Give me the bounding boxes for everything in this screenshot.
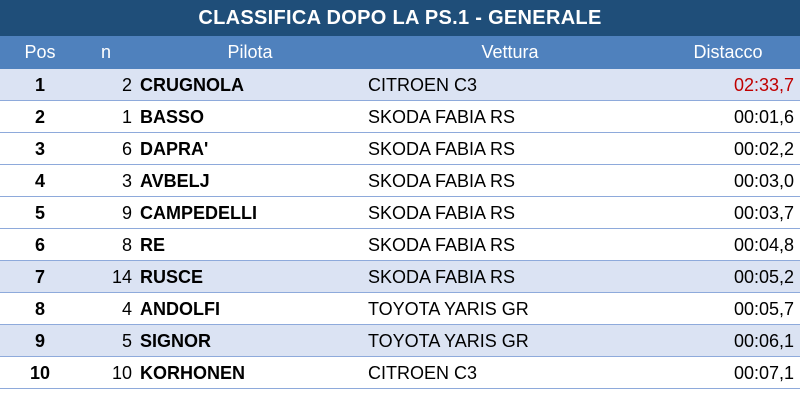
cell-car: SKODA FABIA RS [368,139,516,159]
cell-pos: 6 [34,235,45,255]
cell-number: 1 [121,107,132,127]
table-header: Pos n Pilota Vettura Distacco [0,36,800,69]
cell-car: SKODA FABIA RS [368,107,516,127]
cell-car: CITROEN C3 [368,75,478,95]
cell-pos: 8 [34,299,45,319]
cell-gap: 00:05,7 [733,299,794,319]
cell-number: 8 [121,235,132,255]
header-driver: Pilota [227,42,273,62]
cell-car: SKODA FABIA RS [368,267,516,287]
cell-gap: 00:07,1 [733,363,794,383]
table-row: 4 3 AVBELJ SKODA FABIA RS 00:03,0 [0,165,800,197]
cell-driver: SIGNOR [140,331,212,351]
cell-gap: 00:06,1 [733,331,794,351]
cell-pos: 9 [34,331,45,351]
cell-gap-leader: 02:33,7 [733,75,794,95]
cell-driver: KORHONEN [140,363,246,383]
table-row: 5 9 CAMPEDELLI SKODA FABIA RS 00:03,7 [0,197,800,229]
cell-driver: RUSCE [140,267,204,287]
cell-driver: RE [140,235,166,255]
header-gap: Distacco [693,42,763,62]
cell-car: SKODA FABIA RS [368,235,516,255]
cell-number: 5 [121,331,132,351]
cell-pos: 5 [34,203,45,223]
cell-car: TOYOTA YARIS GR [368,299,529,319]
cell-gap: 00:02,2 [733,139,794,159]
cell-pos: 4 [34,171,45,191]
cell-driver: DAPRA' [140,139,209,159]
header-car: Vettura [481,42,539,62]
standings-table: 1 2 CRUGNOLA CITROEN C3 02:33,7 2 1 BASS… [0,69,800,389]
cell-car: SKODA FABIA RS [368,203,516,223]
table-row: 6 8 RE SKODA FABIA RS 00:04,8 [0,229,800,261]
cell-pos: 7 [34,267,45,287]
cell-gap: 00:05,2 [733,267,794,287]
cell-pos: 1 [34,75,45,95]
cell-driver: CAMPEDELLI [140,203,257,223]
cell-driver: ANDOLFI [140,299,220,319]
cell-driver: AVBELJ [140,171,210,191]
cell-number: 14 [111,267,132,287]
cell-number: 6 [121,139,132,159]
cell-pos: 3 [34,139,45,159]
cell-gap: 00:03,7 [733,203,794,223]
cell-gap: 00:01,6 [733,107,794,127]
table-row: 1 2 CRUGNOLA CITROEN C3 02:33,7 [0,69,800,101]
cell-pos: 10 [29,363,51,383]
cell-car: SKODA FABIA RS [368,171,516,191]
cell-number: 2 [121,75,132,95]
cell-driver: CRUGNOLA [140,75,244,95]
cell-car: CITROEN C3 [368,363,478,383]
cell-pos: 2 [34,107,45,127]
cell-car: TOYOTA YARIS GR [368,331,529,351]
cell-driver: BASSO [140,107,205,127]
table-row: 10 10 KORHONEN CITROEN C3 00:07,1 [0,357,800,389]
cell-number: 3 [121,171,132,191]
cell-number: 4 [121,299,132,319]
header-pos: Pos [24,42,56,62]
cell-gap: 00:03,0 [733,171,794,191]
table-row: 3 6 DAPRA' SKODA FABIA RS 00:02,2 [0,133,800,165]
header-number: n [100,42,111,62]
standings-title: CLASSIFICA DOPO LA PS.1 - GENERALE [0,0,800,36]
cell-number: 9 [121,203,132,223]
table-row: 7 14 RUSCE SKODA FABIA RS 00:05,2 [0,261,800,293]
table-row: 9 5 SIGNOR TOYOTA YARIS GR 00:06,1 [0,325,800,357]
table-row: 8 4 ANDOLFI TOYOTA YARIS GR 00:05,7 [0,293,800,325]
cell-gap: 00:04,8 [733,235,794,255]
cell-number: 10 [111,363,132,383]
table-row: 2 1 BASSO SKODA FABIA RS 00:01,6 [0,101,800,133]
